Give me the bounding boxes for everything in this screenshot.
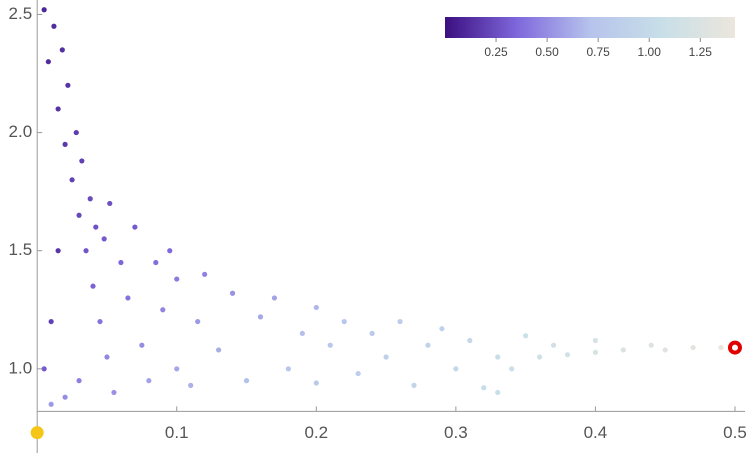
point [411, 382, 417, 388]
point [41, 366, 47, 372]
colorbar [445, 17, 735, 38]
point [51, 23, 57, 29]
point [397, 318, 403, 325]
point [55, 106, 61, 112]
point [62, 394, 68, 400]
point [662, 347, 668, 353]
colorbar-tick-label: 0.25 [484, 45, 508, 59]
marker [727, 340, 742, 355]
point [55, 248, 61, 254]
x-tick-label: 0.1 [165, 423, 189, 442]
point [111, 389, 117, 396]
point [202, 271, 208, 277]
y-tick-label: 2.0 [9, 122, 33, 141]
point [439, 326, 445, 332]
x-tick-label: 0.4 [584, 423, 608, 442]
point [174, 276, 180, 282]
point [592, 349, 599, 355]
point [195, 318, 201, 325]
point [229, 290, 236, 296]
point [97, 318, 103, 325]
point [153, 259, 159, 266]
point [453, 366, 459, 372]
point [620, 347, 626, 353]
point [76, 378, 82, 384]
point [101, 236, 107, 242]
point [160, 307, 166, 313]
point [90, 283, 96, 289]
colorbar-tick-label: 1.00 [638, 45, 662, 59]
point [83, 248, 89, 254]
x-tick-label: 0.2 [304, 423, 328, 442]
point [648, 342, 654, 348]
point [550, 342, 557, 348]
point [216, 347, 222, 353]
point [118, 259, 124, 266]
point [48, 401, 54, 407]
point [313, 380, 319, 386]
point [132, 224, 138, 230]
point [87, 196, 93, 202]
point [592, 337, 599, 344]
point [299, 330, 305, 337]
point [139, 342, 145, 348]
point [327, 342, 333, 348]
point [690, 344, 696, 351]
point [48, 318, 54, 325]
point [146, 378, 152, 384]
point [355, 370, 361, 377]
point [45, 59, 51, 65]
point [188, 382, 194, 388]
scatter-points [41, 7, 724, 407]
y-tick-label: 2.5 [9, 4, 33, 23]
point [79, 158, 85, 164]
point [341, 318, 347, 325]
point [536, 354, 543, 360]
point [59, 47, 65, 53]
point [509, 366, 515, 372]
point [243, 378, 250, 384]
point [62, 141, 68, 147]
marker [30, 426, 44, 440]
point [313, 304, 319, 311]
point [65, 82, 71, 88]
point [167, 248, 173, 254]
point [495, 389, 501, 396]
point [718, 344, 724, 351]
point [104, 354, 110, 360]
colorbar-tick-label: 0.50 [535, 45, 559, 59]
point [564, 352, 571, 358]
x-tick-label: 0.3 [444, 423, 468, 442]
point [383, 354, 389, 360]
point [93, 224, 99, 230]
x-tick-label: 0.5 [723, 423, 747, 442]
point [495, 354, 501, 360]
y-tick-label: 1.0 [9, 358, 33, 377]
point [425, 342, 431, 348]
point [467, 337, 473, 344]
point [285, 366, 291, 372]
point [481, 385, 487, 391]
point [76, 212, 82, 218]
point [69, 177, 75, 183]
point [107, 200, 113, 207]
point [271, 295, 278, 301]
point [523, 333, 529, 339]
colorbar-tick-label: 1.25 [689, 45, 713, 59]
colorbar-tick-label: 0.75 [586, 45, 610, 59]
point [257, 314, 264, 320]
point [125, 295, 131, 301]
point [73, 129, 79, 136]
y-tick-label: 1.5 [9, 240, 33, 259]
point [174, 366, 180, 372]
point [369, 330, 375, 337]
point [41, 7, 47, 13]
